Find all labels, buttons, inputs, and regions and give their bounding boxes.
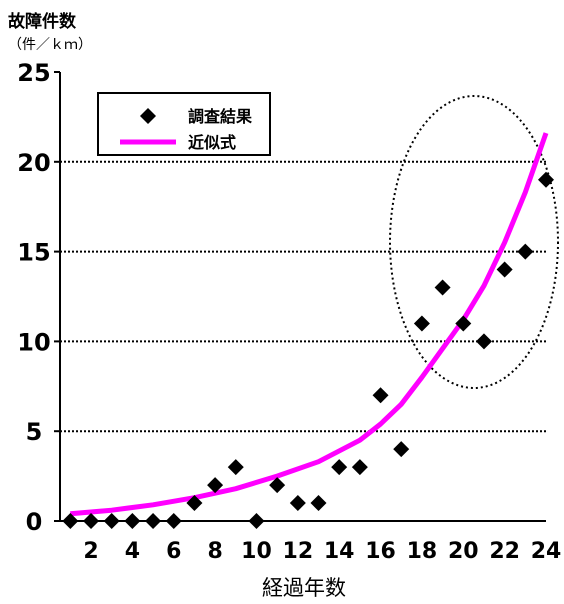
x-tick-label-4: 4 (125, 539, 140, 564)
y-axis-unit: （件／ｋｍ） (8, 37, 92, 53)
data-point-12 (289, 495, 306, 512)
data-point-15 (351, 459, 368, 476)
y-tick-label-20: 20 (17, 149, 50, 177)
data-point-22 (496, 261, 513, 278)
data-point-18 (413, 315, 430, 332)
data-point-14 (331, 459, 348, 476)
x-tick-label-8: 8 (207, 539, 222, 564)
data-point-23 (517, 243, 534, 260)
data-point-13 (310, 495, 327, 512)
x-axis-title: 経過年数 (262, 576, 346, 600)
data-point-8 (207, 477, 224, 494)
y-tick-label-25: 25 (17, 59, 50, 87)
y-tick-label-0: 0 (26, 508, 43, 536)
data-point-16 (372, 387, 389, 404)
x-tick-label-22: 22 (489, 539, 520, 564)
x-tick-label-6: 6 (166, 539, 181, 564)
legend-label-fit: 近似式 (188, 133, 236, 152)
data-point-20 (455, 315, 472, 332)
data-point-21 (475, 333, 492, 350)
fit-curve-layer (70, 132, 549, 517)
annotation-layer (389, 95, 559, 389)
data-point-7 (186, 495, 203, 512)
x-tick-label-2: 2 (83, 539, 98, 564)
data-points-layer (62, 171, 554, 529)
x-tick-label-10: 10 (241, 539, 272, 564)
y-tick-label-15: 15 (17, 239, 50, 267)
x-tick-label-14: 14 (324, 539, 355, 564)
legend-label-survey: 調査結果 (188, 107, 252, 126)
x-tick-label-18: 18 (407, 539, 438, 564)
x-tick-label-12: 12 (283, 539, 314, 564)
data-point-9 (227, 459, 244, 476)
x-tick-label-16: 16 (365, 539, 396, 564)
x-tick-label-24: 24 (531, 539, 562, 564)
axes (54, 71, 546, 522)
y-axis-title: 故障件数 (8, 12, 76, 32)
data-point-11 (269, 477, 286, 494)
y-tick-label-5: 5 (26, 418, 43, 446)
legend-marker-diamond (140, 108, 156, 124)
dotted-ellipse (389, 95, 559, 389)
y-tick-label-10: 10 (17, 328, 50, 356)
data-point-17 (393, 441, 410, 458)
x-tick-label-20: 20 (448, 539, 479, 564)
legend-box (97, 92, 271, 156)
gridlines (60, 160, 546, 433)
fit-curve-line (70, 132, 549, 517)
data-point-19 (434, 279, 451, 296)
data-point-24 (538, 171, 554, 188)
